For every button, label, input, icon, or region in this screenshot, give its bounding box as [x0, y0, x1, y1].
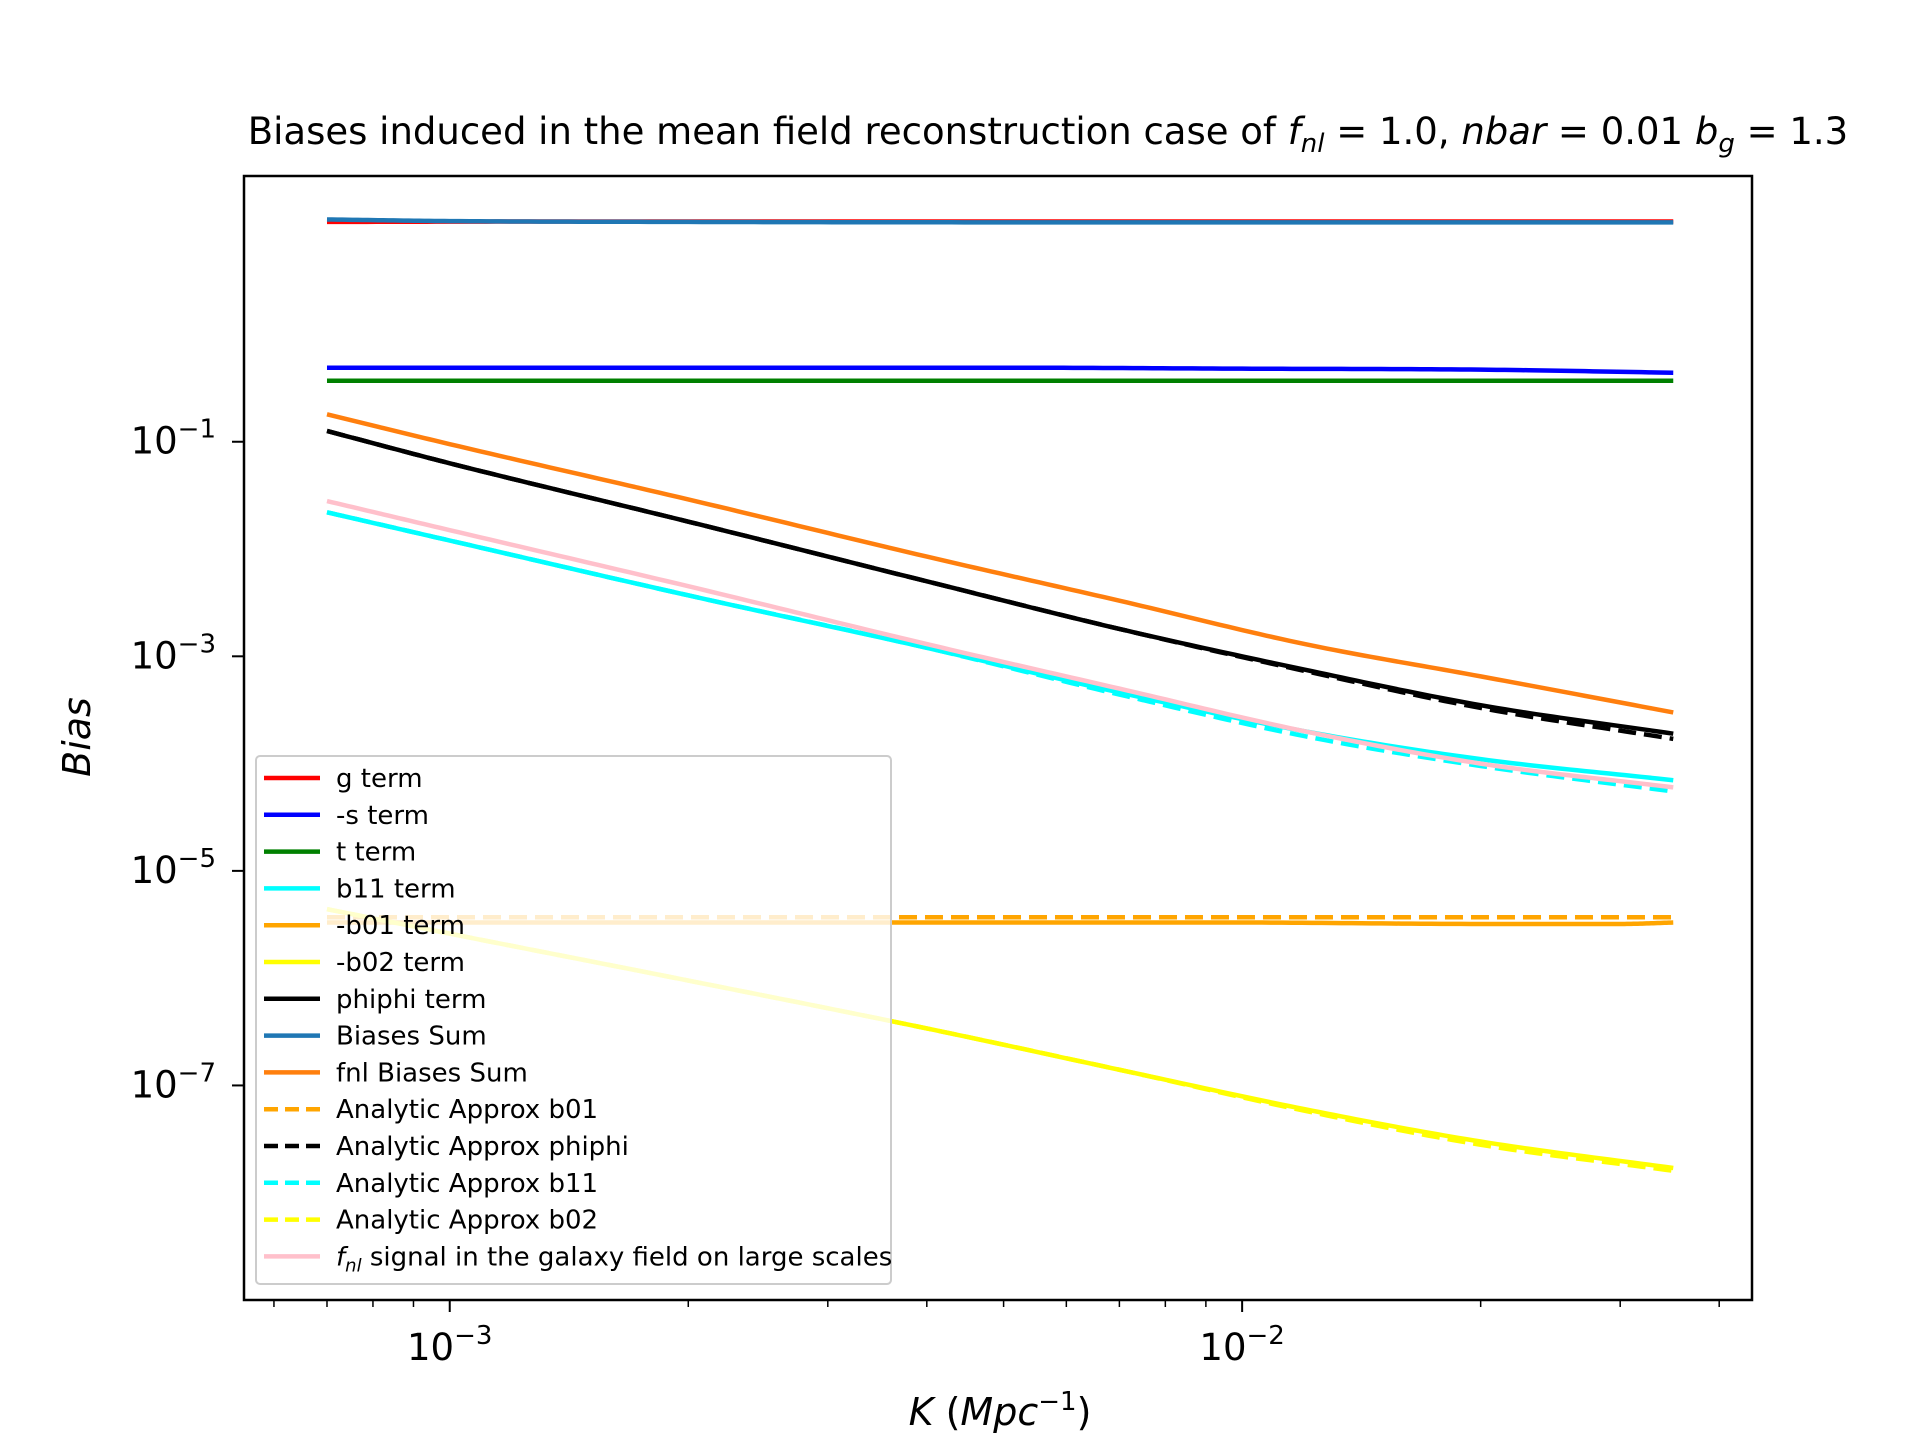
series-line-fnl-signal-in-the-galaxy-field-on-large-scales: [326, 498, 1674, 790]
legend-box: [255, 755, 892, 1285]
legend-label-phiphi-term: phiphi term: [336, 985, 486, 1015]
series-line-analytic-approx-phiphi: [326, 428, 1674, 742]
series-line-analytic-approx-b11: [326, 510, 1674, 794]
legend-label-fnl-biases-sum: fnl Biases Sum: [336, 1058, 528, 1088]
legend-label-b02-term: -b02 term: [336, 948, 465, 978]
legend: g term -s term t term b11 term -b01 term -b02…: [255, 755, 892, 1285]
legend-label-analytic-approx-phiphi: Analytic Approx phiphi: [336, 1132, 629, 1162]
series-line-s-term: [326, 365, 1674, 375]
x-tick-label: 10−3: [407, 1321, 492, 1369]
plot-frame: [242, 174, 1754, 1302]
y-axis-label: Bias: [55, 697, 99, 777]
y-tick-label: 10−5: [131, 844, 216, 892]
legend-label-biases-sum: Biases Sum: [336, 1022, 487, 1052]
legend-label-fnl-signal-in-the-galaxy-field-on-large-scales: fnl signal in the galaxy field on large …: [336, 1242, 892, 1276]
y-tick-label: 10−7: [131, 1058, 216, 1106]
legend-label-b01-term: -b01 term: [336, 911, 465, 941]
legend-label-analytic-approx-b01: Analytic Approx b01: [336, 1095, 598, 1125]
axis-ticks: 10−3 10−2 10−7 10−5 10−3 10−1: [131, 415, 1720, 1369]
x-tick-label: 10−2: [1199, 1321, 1284, 1369]
y-tick-label: 10−1: [131, 415, 216, 463]
legend-label-analytic-approx-b02: Analytic Approx b02: [336, 1206, 598, 1236]
chart-title: Biases induced in the mean field reconst…: [248, 110, 1848, 159]
y-tick-label: 10−3: [131, 629, 216, 677]
legend-label-b11-term: b11 term: [336, 874, 456, 904]
legend-label-s-term: -s term: [336, 801, 429, 831]
series-line-fnl-biases-sum: [326, 412, 1674, 715]
x-axis-label: K (Mpc−1): [909, 1387, 1092, 1434]
series-line-biases-sum: [326, 217, 1674, 225]
series-lines: [326, 217, 1674, 1174]
legend-label-t-term: t term: [336, 838, 416, 868]
legend-label-g-term: g term: [336, 764, 423, 794]
legend-label-analytic-approx-b11: Analytic Approx b11: [336, 1169, 598, 1199]
